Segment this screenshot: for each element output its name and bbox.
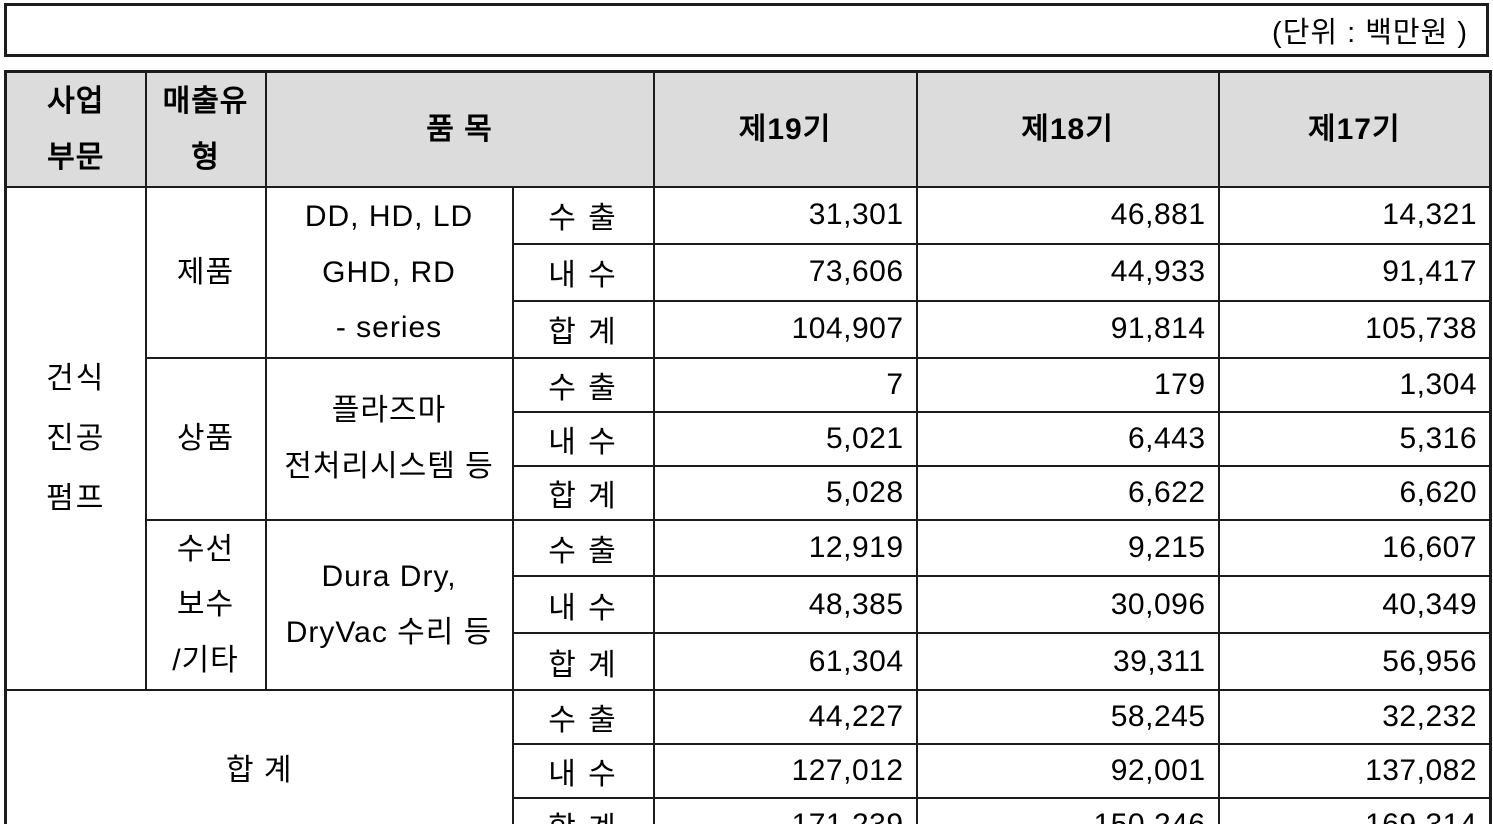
table-row: 합 계 수 출 44,227 58,245 32,232	[4, 689, 1492, 824]
header-period-18: 제18기	[915, 70, 1220, 188]
row-label-cell: 내 수	[511, 743, 655, 799]
unit-note-box: (단위 : 백만원 )	[4, 3, 1489, 57]
item-cell: DD, HD, LD GHD, RD - series	[264, 186, 514, 359]
value-cell: 56,956	[1217, 632, 1492, 691]
header-item: 품 목	[264, 70, 655, 188]
row-label-cell: 수 출	[511, 186, 655, 245]
table-row: 합 계 104,907 91,814 105,738	[6, 299, 1492, 359]
sales-type-cell: 제품	[144, 186, 267, 359]
table-row: 수선 보수 /기타 Dura Dry, DryVac 수리 등 수 출 12,9…	[6, 518, 1492, 691]
value-cell: 5,316	[1217, 410, 1492, 467]
header-period-17: 제17기	[1217, 70, 1492, 188]
value-cell: 169,314	[1217, 797, 1492, 824]
value-cell: 6,443	[915, 410, 1220, 467]
header-period-19: 제19기	[652, 70, 918, 188]
sales-type-cell: 상품	[144, 356, 267, 521]
header-business-segment: 사업 부문	[4, 70, 147, 188]
table-row: 내 수 73,606 44,933 91,417	[6, 242, 1492, 302]
header-sales-type: 매출유 형	[144, 70, 267, 188]
table-row: 내 수 48,385 30,096 40,349	[6, 575, 1492, 635]
segment-cell: 건식 진공 펌프	[4, 186, 147, 691]
value-cell: 91,417	[1217, 242, 1492, 302]
row-label-cell: 합 계	[511, 299, 655, 359]
row-label-cell: 합 계	[511, 632, 655, 691]
row-label-cell: 수 출	[511, 518, 655, 578]
value-cell: 32,232	[1217, 689, 1492, 745]
value-cell: 105,738	[1217, 299, 1492, 359]
table-row: 건식 진공 펌프 제품 DD, HD, LD GHD, RD - series …	[4, 186, 1492, 691]
table-row: 내 수 127,012 92,001 137,082	[6, 743, 1492, 799]
value-cell: 5,021	[652, 410, 918, 467]
sales-by-segment-table: 사업 부문 매출유 형 품 목 제19기 제18기 제17기 건식 진공 펌프 …	[4, 70, 1493, 824]
value-cell: 1,304	[1217, 356, 1492, 413]
table-row: 내 수 5,021 6,443 5,316	[6, 410, 1492, 467]
value-cell: 40,349	[1217, 575, 1492, 635]
value-cell: 6,622	[915, 464, 1220, 521]
value-cell: 171,239	[652, 797, 918, 824]
value-cell: 31,301	[652, 186, 918, 245]
unit-label: (단위 : 백만원 )	[1272, 17, 1468, 49]
value-cell: 137,082	[1217, 743, 1492, 799]
row-label-cell: 수 출	[511, 356, 655, 413]
value-cell: 12,919	[652, 518, 918, 578]
item-cell: 플라즈마 전처리시스템 등	[264, 356, 514, 521]
value-cell: 44,227	[652, 689, 918, 745]
value-cell: 104,907	[652, 299, 918, 359]
value-cell: 44,933	[915, 242, 1220, 302]
table-row: 합 계 61,304 39,311 56,956	[6, 632, 1492, 691]
value-cell: 127,012	[652, 743, 918, 799]
value-cell: 7	[652, 356, 918, 413]
value-cell: 9,215	[915, 518, 1220, 578]
row-label-cell: 내 수	[511, 242, 655, 302]
value-cell: 61,304	[652, 632, 918, 691]
table-row: 상품 플라즈마 전처리시스템 등 수 출 7 179 1,304	[6, 356, 1492, 521]
value-cell: 14,321	[1217, 186, 1492, 245]
table-row: 합 계 5,028 6,622 6,620	[6, 464, 1492, 521]
value-cell: 179	[915, 356, 1220, 413]
value-cell: 6,620	[1217, 464, 1492, 521]
item-cell: Dura Dry, DryVac 수리 등	[264, 518, 514, 691]
row-label-cell: 합 계	[511, 464, 655, 521]
value-cell: 91,814	[915, 299, 1220, 359]
table-header-row: 사업 부문 매출유 형 품 목 제19기 제18기 제17기	[4, 70, 1492, 188]
sales-type-cell: 수선 보수 /기타	[144, 518, 267, 691]
value-cell: 92,001	[915, 743, 1220, 799]
value-cell: 73,606	[652, 242, 918, 302]
row-label-cell: 합 계	[511, 797, 655, 824]
value-cell: 39,311	[915, 632, 1220, 691]
value-cell: 58,245	[915, 689, 1220, 745]
value-cell: 48,385	[652, 575, 918, 635]
row-label-cell: 내 수	[511, 410, 655, 467]
value-cell: 46,881	[915, 186, 1220, 245]
table-row: 합 계 171,239 150,246 169,314	[6, 797, 1492, 824]
row-label-cell: 내 수	[511, 575, 655, 635]
value-cell: 16,607	[1217, 518, 1492, 578]
value-cell: 5,028	[652, 464, 918, 521]
grand-total-label-cell: 합 계	[4, 689, 514, 824]
value-cell: 30,096	[915, 575, 1220, 635]
value-cell: 150,246	[915, 797, 1220, 824]
row-label-cell: 수 출	[511, 689, 655, 745]
